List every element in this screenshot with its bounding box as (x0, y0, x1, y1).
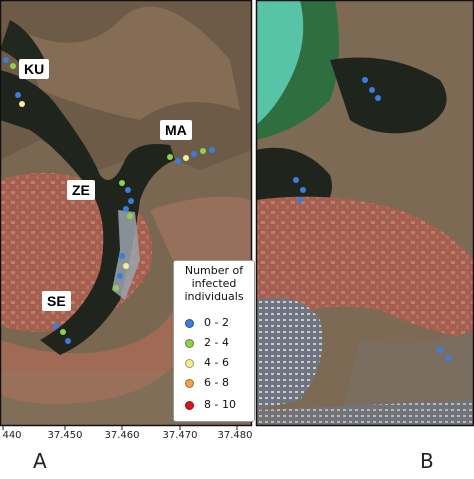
case-points-b (293, 77, 451, 361)
legend-label: 8 - 10 (204, 398, 236, 411)
legend-swatch (185, 401, 194, 410)
legend-label: 4 - 6 (204, 356, 229, 369)
legend-title-line: infected (191, 277, 237, 290)
legend-label: 0 - 2 (204, 316, 229, 329)
x-tick-label: 440 (2, 430, 22, 441)
case-points-a (3, 57, 215, 344)
location-label-ze: ZE (67, 180, 95, 200)
legend-title-line: Number of (184, 264, 244, 277)
location-label-ku: KU (19, 59, 50, 79)
legend-box: Number of infected individuals 0 - 2 2 -… (173, 260, 255, 422)
x-axis-ticks (2, 426, 238, 430)
legend-label: 6 - 8 (204, 376, 229, 389)
legend-label: 2 - 4 (204, 336, 229, 349)
panel-letter-b: B (420, 449, 434, 473)
legend-swatch (185, 319, 194, 328)
panel-letter-a: A (33, 449, 47, 473)
legend-item: 8 - 10 (174, 397, 254, 413)
location-label-ma: MA (160, 120, 192, 140)
x-tick-label: 37.450 (47, 430, 83, 441)
panel-a-frame (0, 0, 253, 427)
legend-swatch (185, 379, 194, 388)
legend-swatch (185, 359, 194, 368)
legend-title: Number of infected individuals (174, 264, 254, 303)
x-tick-label: 37.480 (217, 430, 253, 441)
panel-b-map (256, 0, 474, 426)
legend-item: 0 - 2 (174, 315, 254, 331)
location-label-se: SE (42, 291, 71, 311)
legend-swatch (185, 339, 194, 348)
legend-item: 6 - 8 (174, 375, 254, 391)
x-tick-label: 37.460 (104, 430, 140, 441)
x-tick-label: 37.470 (162, 430, 198, 441)
legend-item: 4 - 6 (174, 355, 254, 371)
legend-title-line: individuals (184, 290, 244, 303)
legend-item: 2 - 4 (174, 335, 254, 351)
